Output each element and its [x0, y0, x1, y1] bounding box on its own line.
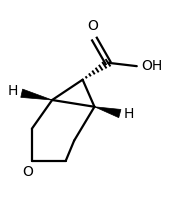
Text: O: O [87, 19, 98, 33]
Polygon shape [21, 89, 52, 100]
Text: H: H [8, 84, 18, 98]
Text: OH: OH [141, 59, 162, 73]
Polygon shape [94, 107, 121, 118]
Text: O: O [22, 165, 33, 179]
Text: H: H [124, 107, 135, 121]
